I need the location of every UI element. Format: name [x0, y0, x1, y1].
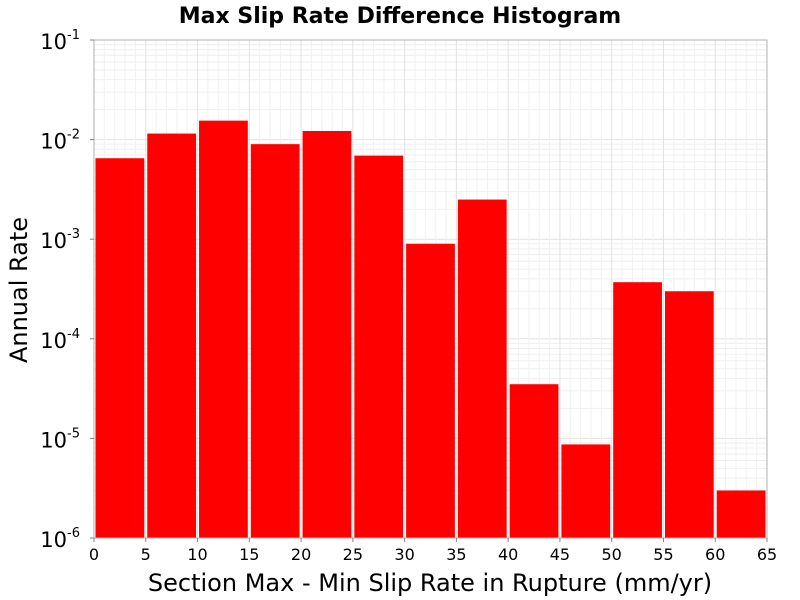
- x-tick-label: 15: [239, 545, 259, 564]
- y-tick-label: 10-1: [40, 28, 80, 54]
- x-axis-label: Section Max - Min Slip Rate in Rupture (…: [148, 569, 712, 597]
- bar-50-55: [613, 282, 662, 538]
- x-tick-label: 30: [394, 545, 414, 564]
- chart-title: Max Slip Rate Difference Histogram: [179, 4, 621, 29]
- x-tick-label: 65: [757, 545, 777, 564]
- x-tick-label: 5: [141, 545, 151, 564]
- x-tick-label: 20: [291, 545, 311, 564]
- y-tick-label: 10-4: [40, 327, 80, 353]
- bar-25-30: [354, 155, 404, 538]
- bar-30-35: [406, 243, 455, 538]
- x-tick-label: 10: [187, 545, 207, 564]
- bar-10-15: [199, 120, 248, 539]
- bar-15-20: [250, 144, 300, 538]
- x-tick-label: 40: [498, 545, 518, 564]
- x-tick-label: 0: [89, 545, 99, 564]
- x-tick-label: 45: [550, 545, 570, 564]
- y-axis-ticks: 10-6 10-5 10-4 10-3 10-2 10-1: [40, 28, 94, 552]
- x-tick-label: 35: [446, 545, 466, 564]
- bar-0-5: [95, 158, 145, 538]
- bar-5-10: [147, 133, 197, 538]
- x-tick-label: 55: [653, 545, 673, 564]
- x-tick-label: 60: [705, 545, 725, 564]
- x-tick-label: 25: [343, 545, 363, 564]
- y-tick-label: 10-5: [40, 426, 80, 452]
- bar-40-45: [509, 384, 559, 538]
- y-axis-label: Annual Rate: [5, 217, 33, 363]
- bar-55-60: [664, 291, 714, 538]
- bars: [95, 120, 766, 539]
- x-axis-ticks: 0 5 10 15 20 25 30 35 40 45 50 55 60 65: [89, 538, 777, 564]
- plot-frame: [93, 39, 768, 539]
- x-tick-label: 50: [602, 545, 622, 564]
- y-tick-label: 10-6: [40, 526, 80, 552]
- bar-45-50: [561, 444, 611, 538]
- y-tick-label: 10-2: [40, 128, 80, 154]
- bar-35-40: [457, 199, 507, 538]
- bar-60-65: [716, 490, 766, 538]
- bar-20-25: [302, 130, 352, 538]
- y-tick-label: 10-3: [40, 227, 80, 253]
